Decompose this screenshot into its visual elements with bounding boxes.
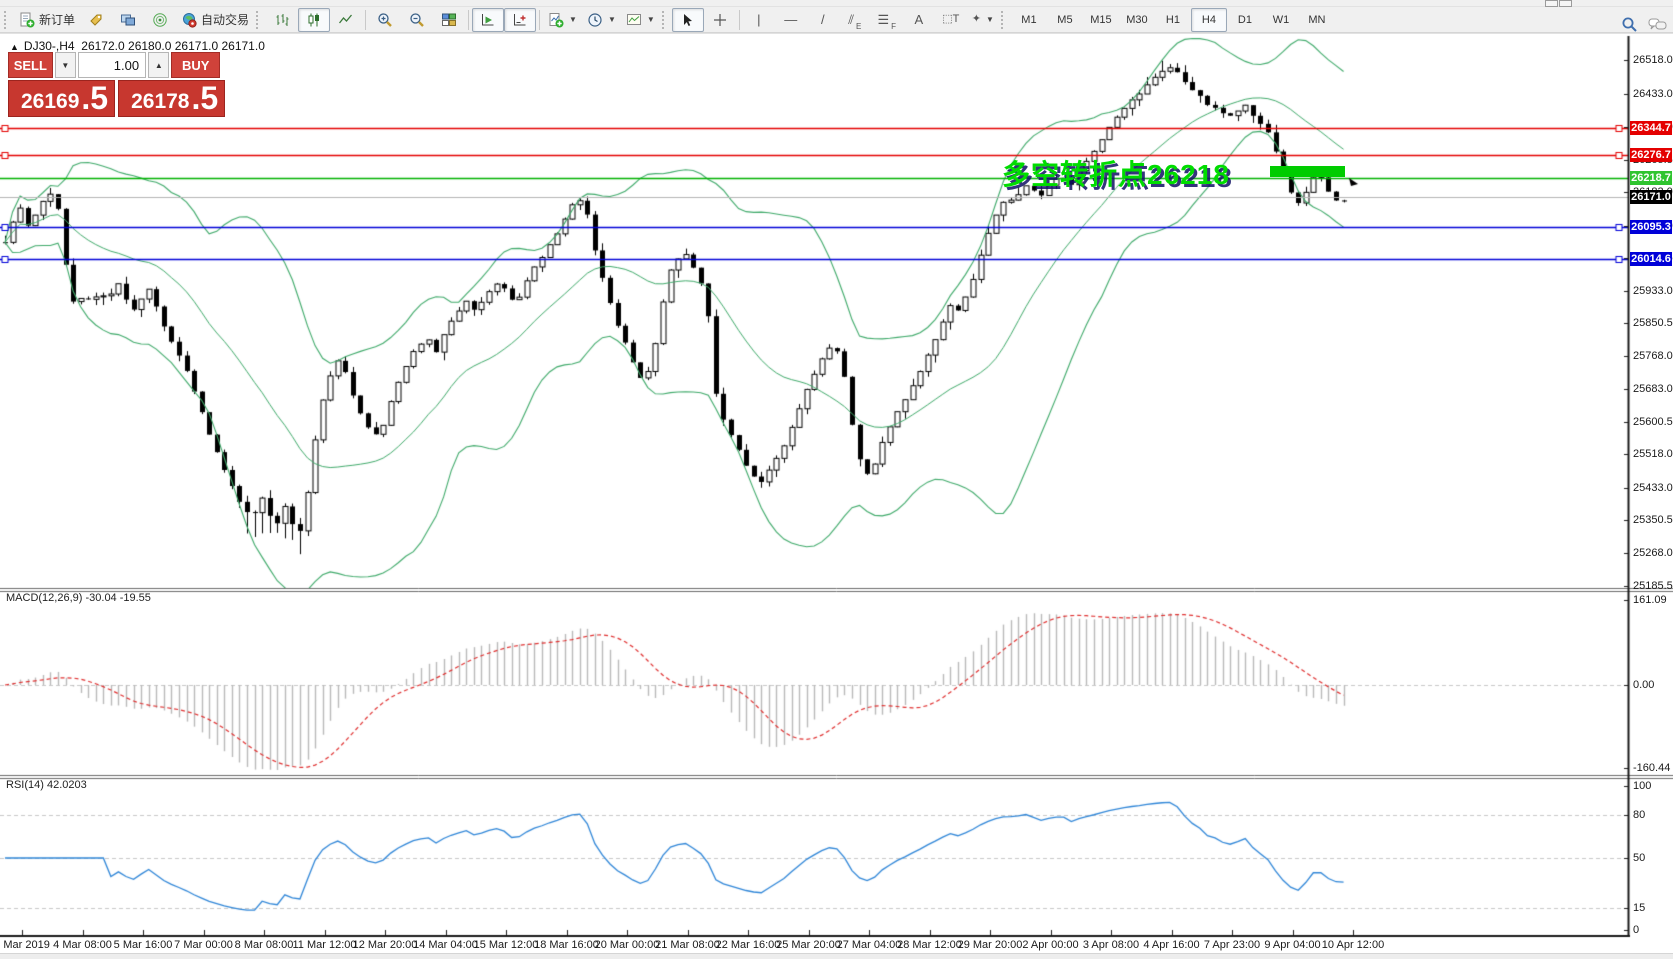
one-click-trading-panel: SELL ▼ 1.00 ▲ BUY 26169 .5 26178 .5	[8, 52, 226, 117]
close-value: 26171.0	[221, 39, 265, 53]
sell-price-main: 26169	[21, 90, 80, 113]
open-value: 26172.0	[81, 39, 125, 53]
symbol-triangle-icon: ▲	[10, 42, 19, 52]
pivot-annotation-text[interactable]: 多空转折点26218	[1002, 159, 1230, 190]
symbol-period-label: DJ30-,H4	[23, 39, 75, 53]
sell-price-display[interactable]: 26169 .5	[8, 80, 116, 117]
status-strip	[0, 953, 1673, 959]
volume-increase-button[interactable]: ▲	[148, 52, 170, 78]
buy-button[interactable]: BUY	[171, 52, 220, 78]
sell-price-frac: .5	[81, 80, 109, 116]
volume-input[interactable]: 1.00	[78, 52, 147, 78]
pivot-annotation-highlight-bar[interactable]	[1270, 166, 1345, 177]
buy-price-main: 26178	[131, 90, 190, 113]
low-value: 26171.0	[174, 39, 219, 53]
buy-price-frac: .5	[191, 80, 219, 116]
chart-ohlc-line: ▲ DJ30-,H4 26172.0 26180.0 26171.0 26171.…	[10, 39, 265, 53]
sell-button[interactable]: SELL	[8, 52, 53, 78]
high-value: 26180.0	[128, 39, 172, 53]
buy-price-display[interactable]: 26178 .5	[118, 80, 226, 117]
volume-decrease-button[interactable]: ▼	[54, 52, 77, 78]
